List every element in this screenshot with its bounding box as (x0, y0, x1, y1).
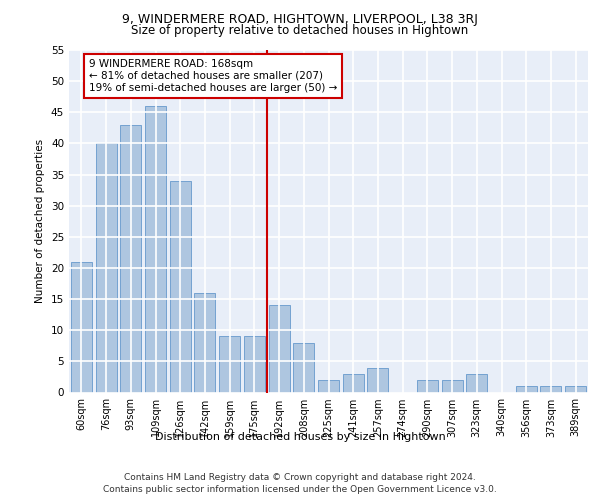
Bar (318, 380, 339, 392)
Bar (516, 386, 537, 392)
Bar (417, 380, 438, 392)
Text: Contains public sector information licensed under the Open Government Licence v3: Contains public sector information licen… (103, 485, 497, 494)
Text: Contains HM Land Registry data © Crown copyright and database right 2024.: Contains HM Land Registry data © Crown c… (124, 472, 476, 482)
Bar (71, 262, 92, 392)
Text: Distribution of detached houses by size in Hightown: Distribution of detached houses by size … (155, 432, 445, 442)
Y-axis label: Number of detached properties: Number of detached properties (35, 139, 46, 304)
Bar (120, 124, 141, 392)
Bar (367, 368, 388, 392)
Bar (95, 144, 116, 392)
Bar (343, 374, 364, 392)
Bar (194, 293, 215, 392)
Bar (145, 106, 166, 393)
Bar (541, 386, 562, 392)
Bar (219, 336, 240, 392)
Bar (565, 386, 586, 392)
Bar (293, 342, 314, 392)
Text: 9, WINDERMERE ROAD, HIGHTOWN, LIVERPOOL, L38 3RJ: 9, WINDERMERE ROAD, HIGHTOWN, LIVERPOOL,… (122, 12, 478, 26)
Bar (170, 181, 191, 392)
Bar (442, 380, 463, 392)
Text: 9 WINDERMERE ROAD: 168sqm
← 81% of detached houses are smaller (207)
19% of semi: 9 WINDERMERE ROAD: 168sqm ← 81% of detac… (89, 60, 337, 92)
Bar (269, 306, 290, 392)
Text: Size of property relative to detached houses in Hightown: Size of property relative to detached ho… (131, 24, 469, 37)
Bar (244, 336, 265, 392)
Bar (466, 374, 487, 392)
